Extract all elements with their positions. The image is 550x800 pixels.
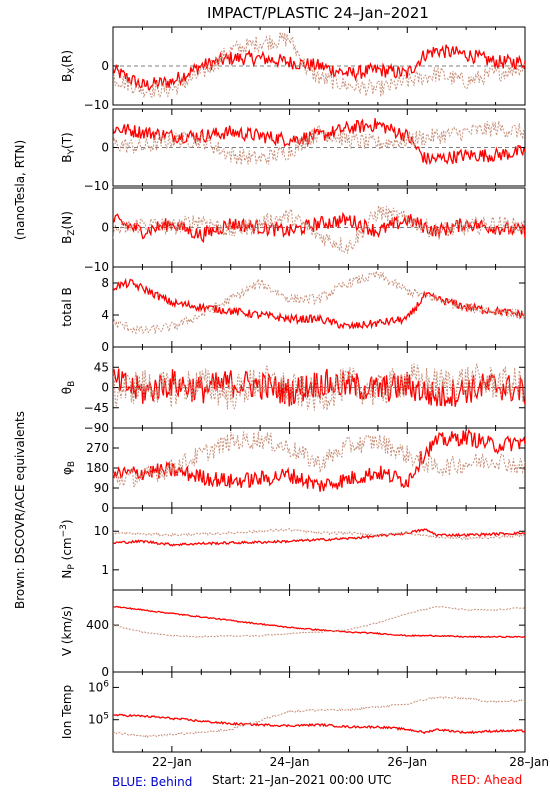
x-tick-label: 26–Jan	[387, 755, 427, 769]
panel-y-label: BX(R)	[60, 50, 77, 82]
series-ahead-line	[113, 368, 525, 407]
y-tick-label: 0	[101, 59, 109, 73]
series-ahead-line	[113, 605, 525, 639]
y-tick-label: −10	[84, 98, 109, 112]
panel-0: 0 −10 BX(R)	[60, 26, 526, 112]
panel-frame	[112, 671, 526, 753]
panel-y-label: V (km/s)	[60, 606, 74, 656]
panel-5: 270 180 90 0 φB	[60, 427, 526, 515]
y-tick-label: −10	[84, 260, 109, 274]
y-tick-label: 105	[88, 712, 109, 727]
x-tick-label: 28–Jan	[509, 755, 549, 769]
series-dscovr-line	[113, 205, 525, 254]
y-tick-label: 1	[101, 563, 109, 577]
series-ahead-line	[113, 277, 525, 330]
series-ahead-line	[113, 44, 525, 90]
series-dscovr-line	[113, 362, 525, 411]
y-tick-label: 0	[101, 221, 109, 235]
panel-4: 45 0 −45 −90 θB	[60, 346, 526, 435]
y-tick-label: 0	[101, 381, 109, 395]
units-label: (nanoTesla, RTN)	[13, 140, 27, 240]
series-dscovr-line	[113, 527, 525, 541]
panel-3: 8 4 0 total B	[60, 266, 526, 354]
series-ahead-line	[113, 713, 525, 735]
series-dscovr-line	[113, 431, 525, 489]
panel-2: 0 −10 BZ(N)	[60, 187, 526, 274]
y-tick-label: −90	[84, 421, 109, 435]
y-tick-label: 400	[86, 618, 109, 632]
footer-behind-label: BLUE: Behind	[112, 775, 192, 789]
panels-group: 0 −10 BX(R) 0 −10 BY(T) 0 −10 BZ(N) 8 4 0 total B 45 0…	[59, 26, 549, 769]
series-dscovr-line	[113, 270, 525, 335]
x-tick-label: 24–Jan	[270, 755, 310, 769]
series-ahead-line	[113, 528, 525, 547]
chart-title: IMPACT/PLASTIC 24–Jan–2021	[207, 4, 429, 22]
panel-8: 106 105 Ion Temp	[60, 671, 526, 753]
panel-7: 400 0 V (km/s)	[60, 589, 526, 679]
y-tick-label: 0	[101, 501, 109, 515]
y-tick-label: 0	[101, 665, 109, 679]
series-dscovr-line	[113, 695, 525, 739]
panel-frame	[112, 589, 526, 673]
panel-frame	[112, 507, 526, 591]
panel-y-label: total B	[60, 287, 74, 327]
y-tick-label: 0	[101, 141, 109, 155]
y-tick-label: 4	[101, 308, 109, 322]
y-tick-label: 0	[101, 340, 109, 354]
series-ahead-line	[113, 118, 525, 166]
y-tick-label: −45	[84, 401, 109, 415]
y-tick-label: 106	[88, 679, 109, 694]
panel-y-label: BY(T)	[60, 132, 77, 162]
series-dscovr-line	[113, 605, 525, 638]
panel-y-label: BZ(N)	[60, 211, 77, 244]
y-tick-label: 45	[94, 360, 109, 374]
dscovr-legend-label: Brown: DSCOVR/ACE equivalents	[13, 411, 27, 609]
y-tick-label: 180	[86, 461, 109, 475]
panel-y-label: φB	[60, 461, 77, 475]
series-dscovr-line	[113, 121, 525, 165]
y-tick-label: 90	[94, 481, 109, 495]
footer-start-label: Start: 21–Jan–2021 00:00 UTC	[212, 773, 391, 787]
panel-y-label: Ion Temp	[60, 685, 74, 739]
y-tick-label: 270	[86, 441, 109, 455]
series-ahead-line	[113, 428, 525, 492]
panel-6: 10 1 NP (cm−3)	[59, 507, 526, 591]
x-tick-label: 22–Jan	[152, 755, 192, 769]
y-tick-label: −10	[84, 179, 109, 193]
y-tick-label: 8	[101, 276, 109, 290]
series-dscovr-line	[113, 31, 525, 99]
y-tick-label: 10	[94, 524, 109, 538]
panel-y-label: θB	[60, 381, 77, 395]
footer-ahead-label: RED: Ahead	[451, 773, 522, 787]
panel-1: 0 −10 BY(T)	[60, 108, 526, 193]
panel-y-label: NP (cm−3)	[59, 519, 77, 578]
